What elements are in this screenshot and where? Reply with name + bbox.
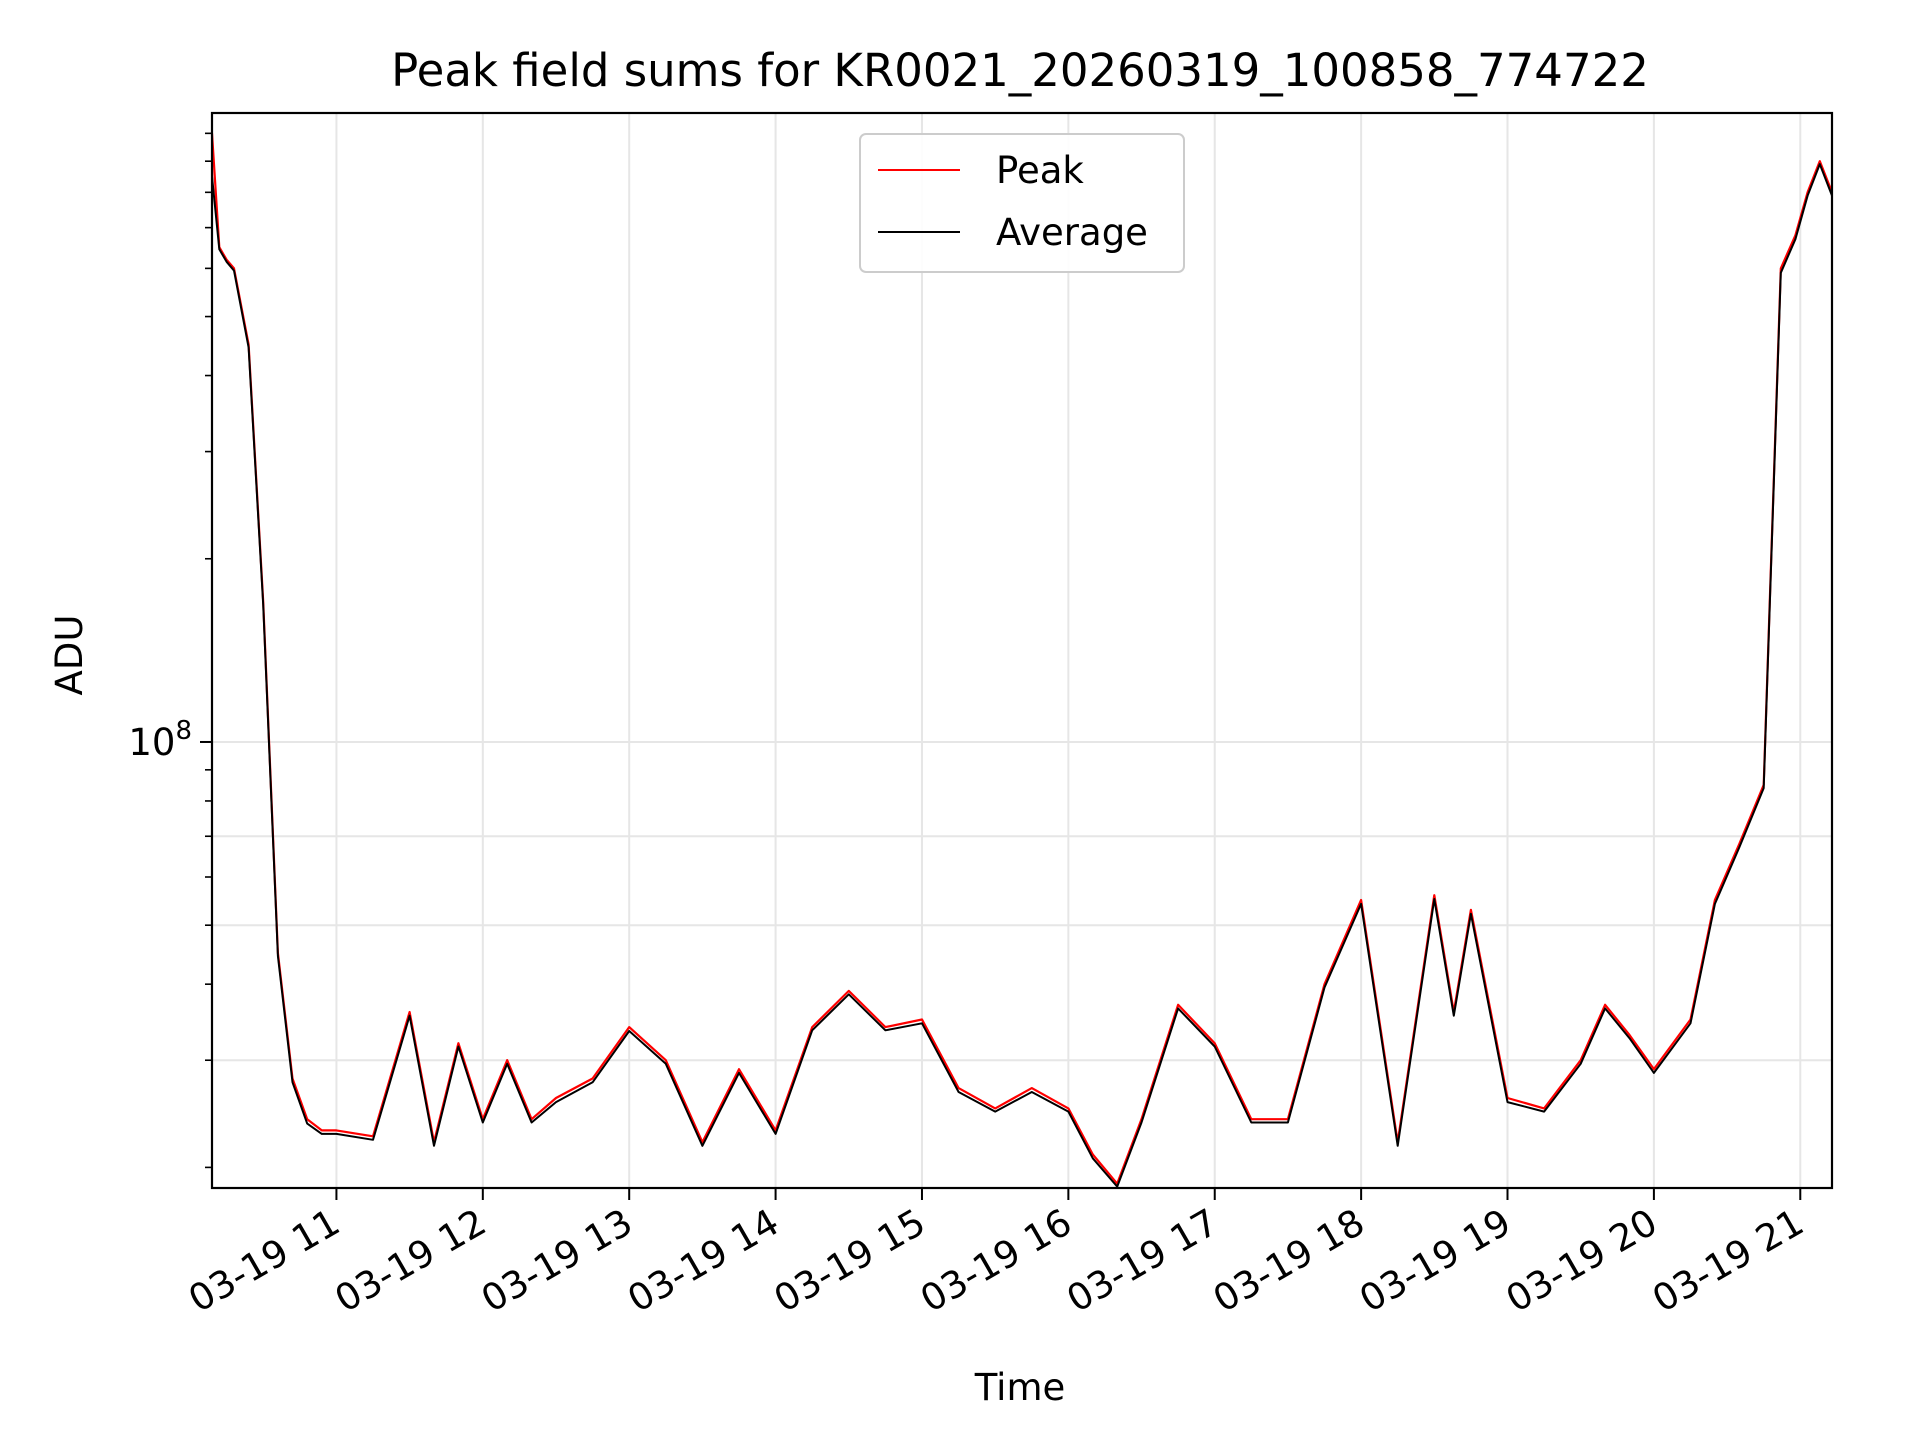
y-tick-label-base: 10 [128,721,175,764]
legend-label-peak: Peak [996,149,1084,192]
plot-frame [210,111,1834,1190]
legend-label-average: Average [996,211,1148,254]
chart-title: Peak field sums for KR0021_20260319_1008… [391,44,1649,97]
series-line-peak [212,133,1832,1185]
x-axis-label: Time [974,1366,1066,1409]
y-tick-label: 108 [128,716,192,764]
y-axis: 108 [128,132,212,1169]
series-line-average [212,163,1832,1188]
y-tick-label-exponent: 8 [175,716,192,746]
y-axis-label: ADU [48,615,91,696]
series-group [212,133,1832,1188]
legend-box [859,133,1185,273]
grid [212,113,1832,1188]
legend: Peak Average [859,133,1185,273]
